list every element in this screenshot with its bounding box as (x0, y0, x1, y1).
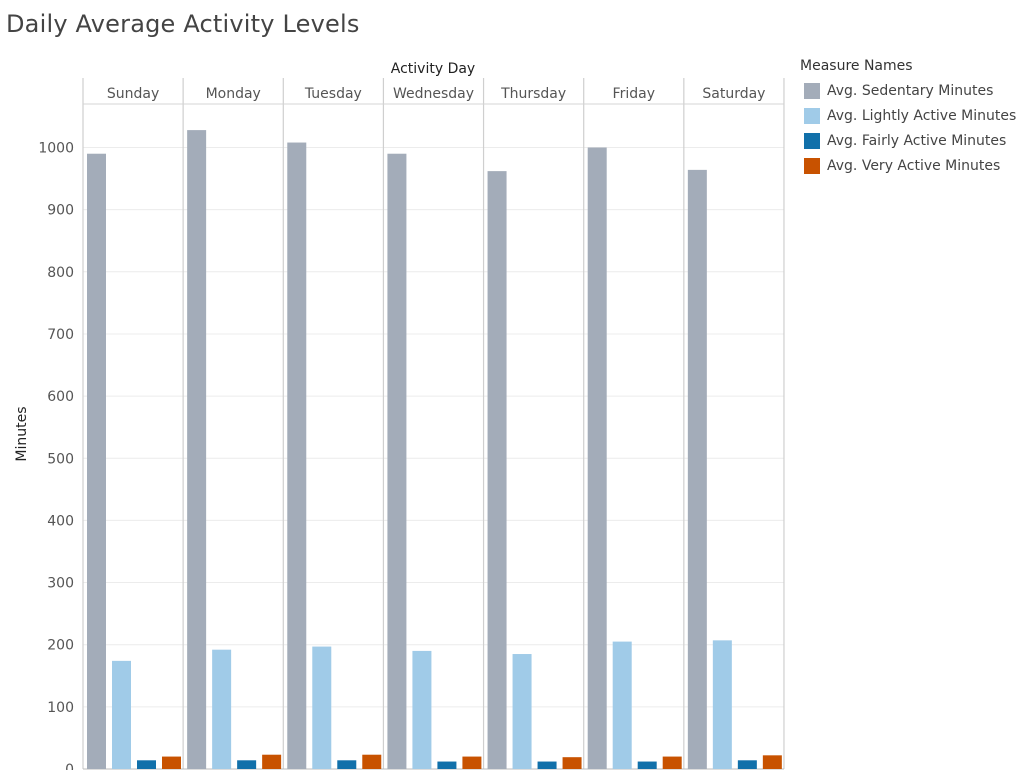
column-header-title: Activity Day (391, 61, 475, 77)
bar-saturday-series-1 (687, 169, 707, 769)
bar-sunday-series-1 (87, 153, 106, 770)
bar-tuesday-series-4 (362, 754, 382, 769)
legend-items: Avg. Sedentary Minutes Avg. Lightly Activ… (800, 78, 1025, 178)
bars (87, 130, 782, 770)
bar-monday-series-1 (187, 130, 207, 770)
bar-saturday-series-2 (712, 640, 732, 769)
bar-thursday-series-2 (512, 654, 532, 769)
legend-item: Avg. Fairly Active Minutes (800, 128, 1025, 153)
y-tick-label: 0 (65, 762, 74, 770)
column-header-monday: Monday (206, 86, 261, 102)
bar-thursday-series-1 (487, 171, 507, 770)
y-tick-label: 1000 (38, 141, 74, 157)
bar-wednesday-series-4 (462, 756, 482, 769)
bar-sunday-series-4 (162, 756, 181, 769)
y-tick-label: 500 (47, 451, 74, 467)
y-tick-label: 100 (47, 700, 74, 716)
bar-tuesday-series-1 (287, 142, 307, 769)
column-header-thursday: Thursday (500, 86, 566, 102)
legend-item: Avg. Very Active Minutes (800, 153, 1025, 178)
column-header-tuesday: Tuesday (304, 86, 362, 102)
bar-sunday-series-2 (112, 660, 131, 769)
bar-thursday-series-4 (562, 757, 582, 769)
y-axis-title: Minutes (14, 406, 30, 461)
legend-item: Avg. Lightly Active Minutes (800, 103, 1025, 128)
bar-saturday-series-4 (762, 755, 782, 769)
bar-friday-series-3 (637, 761, 657, 769)
y-tick-label: 900 (47, 203, 74, 219)
legend-swatch (804, 82, 820, 99)
column-header-wednesday: Wednesday (393, 86, 474, 102)
bar-sunday-series-3 (137, 760, 156, 769)
column-header-friday: Friday (613, 86, 655, 102)
column-header-saturday: Saturday (702, 86, 765, 102)
chart-title: Daily Average Activity Levels (6, 10, 360, 38)
y-tick-label: 600 (47, 389, 74, 405)
bar-wednesday-series-2 (412, 650, 432, 769)
column-header-sunday: Sunday (107, 86, 159, 102)
bar-friday-series-1 (587, 147, 607, 770)
bar-friday-series-4 (662, 756, 682, 769)
bar-tuesday-series-2 (312, 646, 332, 769)
legend-label: Avg. Very Active Minutes (827, 157, 1001, 174)
legend: Measure Names Avg. Sedentary Minutes Avg.… (800, 58, 1025, 178)
legend-swatch (804, 132, 820, 149)
y-tick-label: 700 (47, 327, 74, 343)
bar-wednesday-series-1 (387, 153, 407, 770)
legend-swatch (804, 107, 820, 124)
column-headers: Sunday Monday Tuesday Wednesday Thursday Frid… (83, 86, 784, 105)
legend-label: Avg. Sedentary Minutes (827, 82, 994, 99)
bar-monday-series-3 (237, 760, 257, 769)
legend-label: Avg. Lightly Active Minutes (827, 107, 1017, 124)
bar-wednesday-series-3 (437, 761, 457, 769)
legend-label: Avg. Fairly Active Minutes (827, 132, 1007, 149)
legend-item: Avg. Sedentary Minutes (800, 78, 1025, 103)
y-axis-ticks: 0 100 200 300 400 500 600 700 800 900 1000 (38, 141, 74, 770)
y-tick-label: 200 (47, 638, 74, 654)
y-tick-label: 400 (47, 513, 74, 529)
bar-friday-series-2 (612, 641, 632, 769)
y-tick-label: 800 (47, 265, 74, 281)
bar-monday-series-2 (212, 649, 232, 769)
bar-saturday-series-3 (737, 760, 757, 769)
bar-tuesday-series-3 (337, 760, 357, 769)
y-tick-label: 300 (47, 576, 74, 592)
bar-monday-series-4 (262, 754, 282, 769)
legend-swatch (804, 157, 820, 174)
legend-title: Measure Names (800, 58, 913, 74)
bar-thursday-series-3 (537, 761, 557, 769)
